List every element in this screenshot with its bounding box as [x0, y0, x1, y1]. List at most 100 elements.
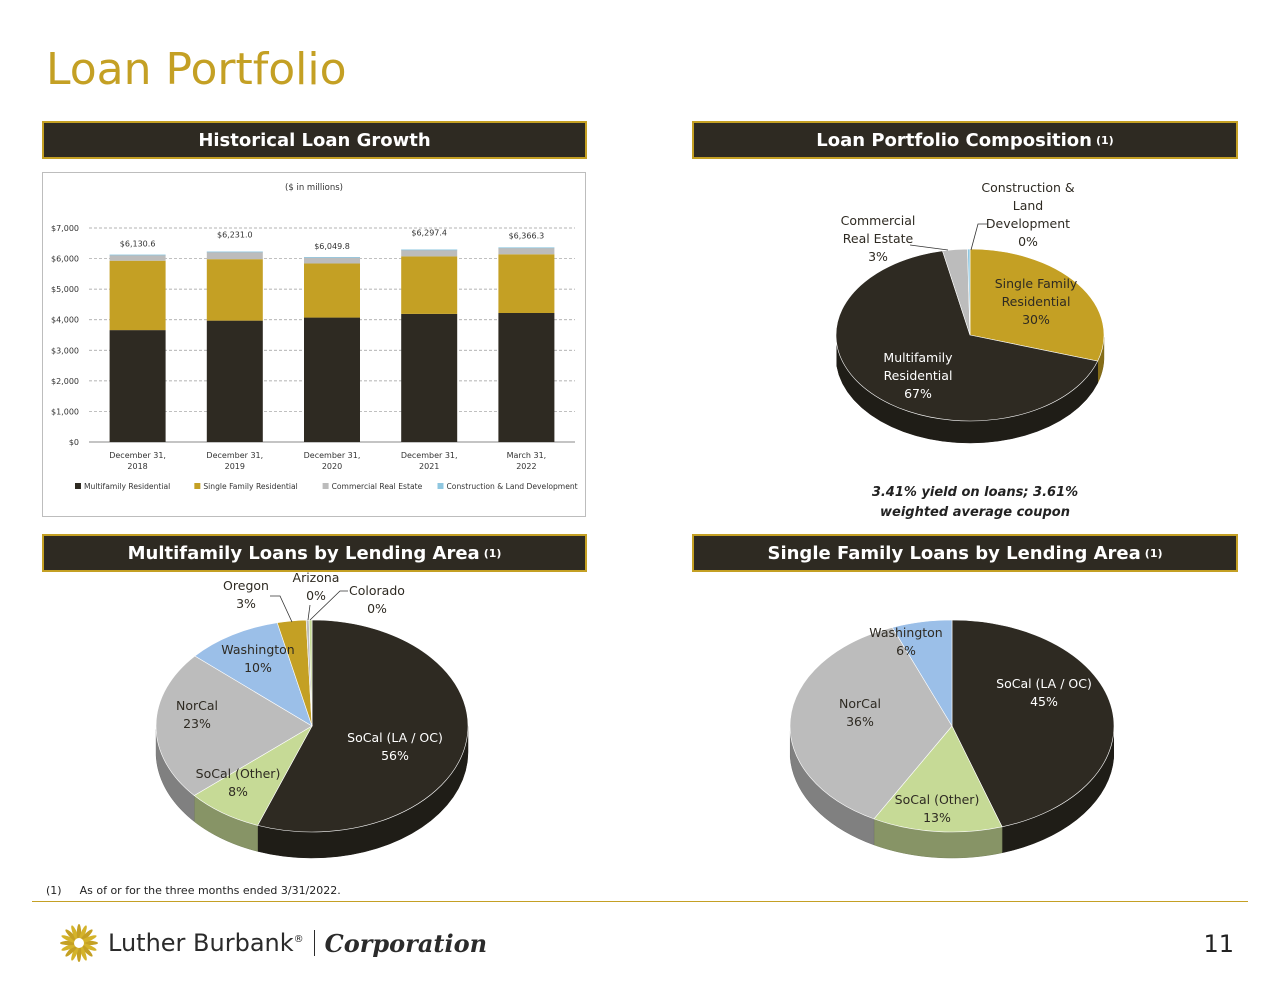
y-tick-label: $2,000	[51, 377, 79, 386]
legend-label: Construction & Land Development	[447, 482, 578, 491]
yield-note-line2: weighted average coupon	[880, 505, 1070, 520]
bar-segment	[304, 317, 360, 442]
x-tick-label: 2020	[322, 462, 342, 471]
pie-label-line: 3%	[868, 249, 888, 264]
single-family-lending-area-banner: Single Family Loans by Lending Area (1)	[692, 534, 1238, 572]
legend-swatch	[437, 483, 444, 489]
chart-subtitle: ($ in millions)	[285, 183, 343, 193]
bar-segment	[401, 313, 458, 442]
leader-line	[307, 604, 311, 621]
pie-label-line: 0%	[367, 601, 387, 616]
pie-label-line: NorCal	[176, 698, 218, 713]
pie-label-line: 0%	[306, 588, 326, 603]
pie-label-line: NorCal	[839, 696, 881, 711]
loan-portfolio-composition-banner: Loan Portfolio Composition (1)	[692, 121, 1238, 159]
bar-segment	[206, 251, 263, 253]
logo-corporation: Corporation	[324, 928, 488, 958]
x-tick-label: December 31,	[109, 451, 166, 460]
y-tick-label: $7,000	[51, 224, 79, 233]
pie-label-single-family: Single Family Residential 30%	[995, 276, 1078, 327]
y-tick-label: $5,000	[51, 285, 79, 294]
pie-label-line: SoCal (LA / OC)	[347, 730, 443, 745]
company-logo: Luther Burbank® Corporation	[58, 918, 487, 968]
pie-slice	[835, 250, 1099, 422]
bar-total-label: $6,297.4	[411, 228, 447, 237]
x-tick-label: December 31,	[304, 451, 361, 460]
banner-title: Single Family Loans by Lending Area	[767, 542, 1141, 564]
bar-segment	[109, 330, 166, 442]
sunburst-logo-icon	[60, 924, 98, 962]
pie-slice	[951, 619, 1115, 828]
pie-label-line: 56%	[381, 748, 409, 763]
legend-label: Multifamily Residential	[84, 482, 170, 491]
pie-label-line: 0%	[1018, 234, 1038, 249]
x-tick-label: 2019	[225, 462, 245, 471]
footnote-ref: (1)	[483, 546, 502, 560]
pie-slice	[967, 248, 971, 336]
leader-line	[909, 244, 949, 251]
pie-label-line: Single Family	[995, 276, 1078, 291]
legend-swatch	[194, 483, 201, 489]
legend-swatch	[322, 483, 329, 489]
pie-label-washington: Washington 10%	[221, 642, 294, 675]
bar-total-label: $6,231.0	[217, 231, 253, 240]
pie-label-line: SoCal (Other)	[895, 792, 980, 807]
leader-line	[309, 590, 348, 621]
pie-label-line: Land	[1013, 198, 1043, 213]
bar-total-label: $6,049.8	[314, 242, 350, 251]
leader-line	[970, 223, 988, 251]
bar-segment	[498, 312, 555, 442]
pie-label-socal-other: SoCal (Other) 8%	[196, 766, 281, 799]
pie-label-line: 30%	[1022, 312, 1050, 327]
pie-label-arizona: Arizona 0%	[293, 572, 340, 603]
pie-label-line: 8%	[228, 784, 248, 799]
multifamily-lending-area-pie: SoCal (LA / OC) 56% SoCal (Other) 8% NorCal 2…	[155, 572, 469, 859]
pie-label-colorado: Colorado 0%	[349, 583, 405, 616]
pie-label-line: Real Estate	[843, 231, 914, 246]
y-tick-label: $3,000	[51, 346, 79, 355]
pie-label-socal-other: SoCal (Other) 13%	[895, 792, 980, 825]
pie-label-line: SoCal (Other)	[196, 766, 281, 781]
pie-label-line: SoCal (LA / OC)	[996, 676, 1092, 691]
page-number: 11	[1203, 930, 1234, 958]
multifamily-lending-area-banner: Multifamily Loans by Lending Area (1)	[42, 534, 587, 572]
bar-segment	[206, 320, 263, 442]
pie-label-line: Colorado	[349, 583, 405, 598]
banner-title: Historical Loan Growth	[198, 129, 431, 151]
bar-segment	[109, 260, 166, 331]
yield-note-line1: 3.41% yield on loans; 3.61%	[871, 485, 1079, 500]
bar-segment	[498, 254, 555, 313]
bar-segment	[304, 257, 360, 258]
bar-segment	[206, 251, 263, 260]
footnote-mark: (1)	[46, 884, 62, 897]
pie-slice	[891, 619, 953, 728]
pie-label-line: Residential	[1002, 294, 1071, 309]
page-title: Loan Portfolio	[46, 44, 347, 95]
pie-label-line: Commercial	[841, 213, 916, 228]
pie-label-norcal: NorCal 36%	[839, 696, 881, 729]
bar-segment	[498, 247, 555, 249]
x-tick-label: March 31,	[507, 451, 547, 460]
pie-label-line: Arizona	[293, 572, 340, 585]
historical-loan-growth-chart: ($ in millions) $0 $1,000 $2,000 $3,000 $4,00…	[51, 183, 578, 491]
loan-portfolio-composition-pie: Single Family Residential 30% Multifamily Re…	[835, 180, 1105, 444]
pie-label-line: 23%	[183, 716, 211, 731]
pie-label-norcal: NorCal 23%	[176, 698, 218, 731]
legend-label: Single Family Residential	[203, 482, 297, 491]
pie-slice	[873, 725, 1003, 833]
pie-label-line: Residential	[884, 368, 953, 383]
pie-label-line: 3%	[236, 596, 256, 611]
pie-slice	[194, 622, 313, 727]
x-tick-label: December 31,	[401, 451, 458, 460]
pie-label-line: Construction &	[981, 180, 1075, 195]
footnote: (1) As of or for the three months ended 3…	[46, 884, 341, 897]
historical-loan-growth-banner: Historical Loan Growth	[42, 121, 587, 159]
pie-label-socal-la-oc: SoCal (LA / OC) 45%	[996, 676, 1092, 709]
pie-label-line: 45%	[1030, 694, 1058, 709]
legend-label: Commercial Real Estate	[332, 482, 423, 491]
single-family-lending-area-pie: SoCal (LA / OC) 45% SoCal (Other) 13% NorCal…	[789, 619, 1115, 859]
pie-slice	[789, 627, 953, 820]
bar-segment	[401, 249, 458, 257]
x-tick-label: 2022	[516, 462, 536, 471]
pie-slice	[969, 248, 1105, 362]
